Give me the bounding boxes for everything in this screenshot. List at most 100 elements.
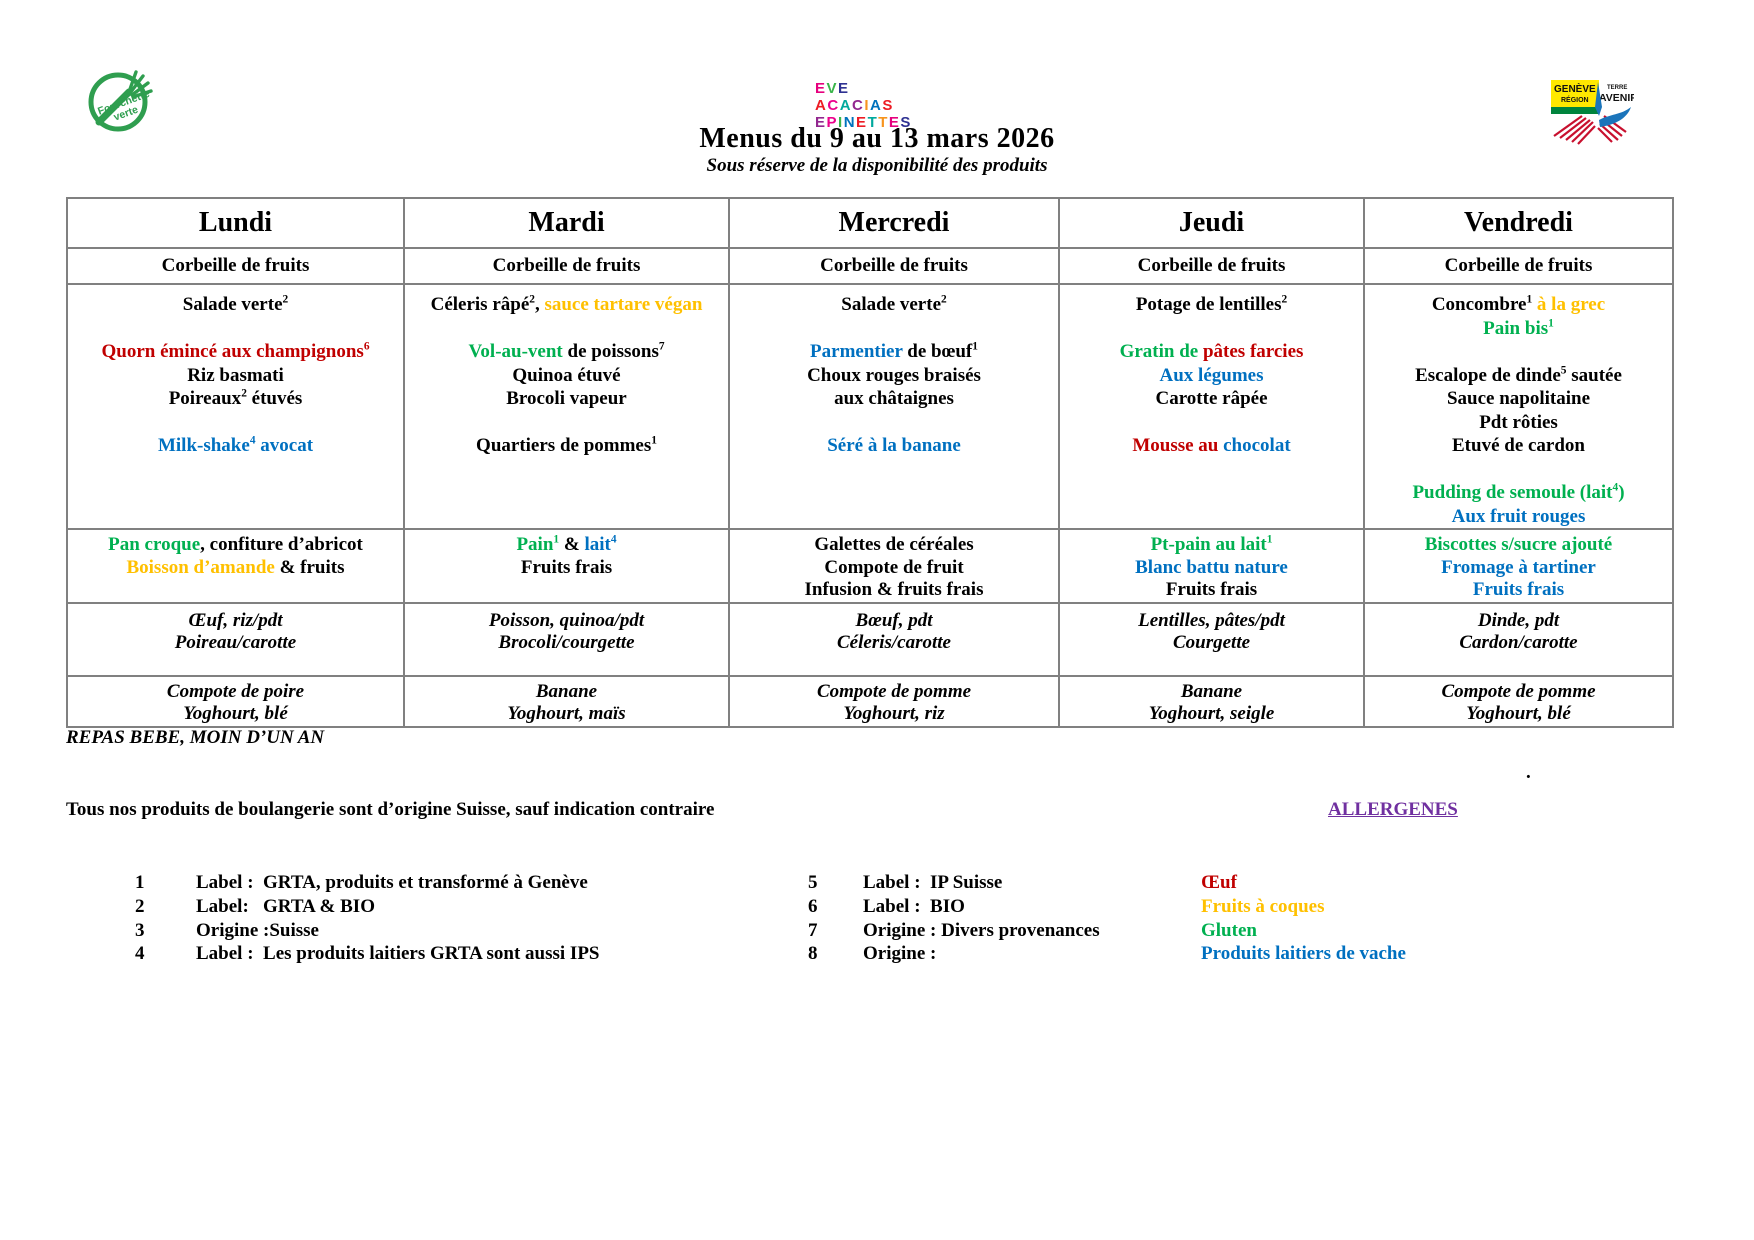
menu-text-segment: Séré à la banane <box>827 435 961 456</box>
menu-text-segment: pâtes farcies <box>1202 341 1304 362</box>
menu-text-segment: Fruits frais <box>1472 579 1565 600</box>
menu-text-segment: Compote de pomme <box>1441 680 1596 702</box>
menu-line: Yoghourt, blé <box>1366 703 1671 725</box>
menu-text-segment: Yoghourt, blé <box>1466 703 1571 724</box>
menu-text-segment: 6 <box>363 340 370 353</box>
menu-line: Fruits frais <box>406 556 727 580</box>
legend-number: 8 <box>808 943 818 965</box>
eve-logo-letter: E <box>815 80 827 97</box>
menu-text-segment: Pt-pain au lait <box>1150 534 1267 555</box>
fourchette-verte-logo: Fourchette verte <box>84 64 154 141</box>
menu-line: Séré à la banane <box>731 434 1057 458</box>
menu-line: Pain1 & lait4 <box>406 533 727 557</box>
baby-meal-cell-lundi: Œuf, riz/pdt Poireau/carotte <box>66 601 405 677</box>
eve-logo-letter: N <box>843 114 857 131</box>
menu-line: Quinoa étuvé <box>406 364 727 388</box>
menu-text-segment: Choux rouges braisés <box>807 364 981 386</box>
menu-text-segment: 1 <box>651 434 657 447</box>
menu-line: Mousse au chocolat <box>1061 434 1362 458</box>
menu-line: Blanc battu nature <box>1061 557 1362 580</box>
menu-line: Courgette <box>1061 632 1362 655</box>
menu-text-segment: Œuf, riz/pdt <box>188 609 283 631</box>
menu-line: Pt-pain au lait1 <box>1061 533 1362 557</box>
menu-text-segment: Fruits frais <box>520 556 613 578</box>
menu-text-segment: sauce tartare végan <box>544 294 703 315</box>
legend-label: Origine : <box>863 943 937 965</box>
menu-text-segment: à la grec <box>1532 294 1606 315</box>
legend-row: 7 Origine : Divers provenances <box>808 920 1100 944</box>
eve-logo-letter: V <box>826 80 839 97</box>
menu-line <box>406 317 727 341</box>
menu-text-segment: Quorn émincé aux champignons <box>101 341 364 362</box>
menu-text-segment: Compote de pomme <box>816 680 972 702</box>
menu-line: Boisson d’amande & fruits <box>69 556 402 580</box>
menu-text-segment: Pain bis <box>1483 317 1549 339</box>
menu-line: Choux rouges braisés <box>731 364 1057 388</box>
menu-line: Fruits frais <box>1366 579 1671 601</box>
menu-line <box>1366 458 1671 482</box>
gouter-cell-jeudi: Pt-pain au lait1 Blanc battu nature Fruits… <box>1058 528 1365 604</box>
menu-text-segment: Brocoli/courgette <box>498 632 635 653</box>
menu-text-segment: avocat <box>255 435 314 456</box>
baby-dessert-cell-mardi: Banane Yoghourt, maïs <box>403 674 730 728</box>
eve-logo-row: EVE <box>815 80 912 97</box>
legend-row: 6 Label : BIO <box>808 896 1100 920</box>
eve-logo-letter: S <box>882 97 894 114</box>
menu-line: Vol-au-vent de poissons7 <box>406 340 727 364</box>
day-header-row: Lundi Mardi Mercredi Jeudi Vendredi <box>66 197 1674 249</box>
label-legend-left: 1 Label : GRTA, produits et transformé à … <box>135 872 600 967</box>
menu-text-segment: de bœuf <box>902 341 973 362</box>
menu-text-segment: Compote de fruit <box>824 556 964 578</box>
menu-text-segment: 1 <box>1266 533 1273 546</box>
baby-dessert-row: Compote de poire Yoghourt, blé Banane Yogh… <box>66 674 1674 728</box>
menu-line: Quartiers de pommes1 <box>406 434 727 458</box>
menu-text-segment: Escalope de dinde <box>1415 364 1561 386</box>
menu-text-segment: Galettes de céréales <box>814 534 974 555</box>
page-subtitle: Sous réserve de la disponibilité des pro… <box>706 155 1048 176</box>
menu-text-segment: Compote de poire <box>166 680 305 702</box>
main-course-row: Salade verte2 Quorn émincé aux champigno… <box>66 283 1674 530</box>
menu-text-segment: sautée <box>1566 364 1622 386</box>
menu-text-segment: Yoghourt, blé <box>183 703 288 724</box>
menu-line: Brocoli/courgette <box>406 632 727 655</box>
menu-line: Poireau/carotte <box>69 632 402 655</box>
menu-line: Compote de fruit <box>731 556 1057 580</box>
legend-label: Label : Les produits laitiers GRTA sont … <box>196 943 600 965</box>
eve-logo-letter: C <box>827 97 840 114</box>
menu-line <box>69 317 402 341</box>
menu-line <box>1061 411 1362 435</box>
menu-line: Dinde, pdt <box>1366 610 1671 633</box>
menu-text-segment: Aux légumes <box>1159 364 1264 386</box>
menu-text-segment: Brocoli vapeur <box>506 388 627 409</box>
eve-logo-letter: I <box>838 114 844 131</box>
menu-text-segment: 4 <box>610 533 617 546</box>
day-header-mercredi: Mercredi <box>728 197 1060 249</box>
menu-line: Poireaux2 étuvés <box>69 387 402 411</box>
menu-text-segment: 2 <box>1281 293 1288 306</box>
menu-text-segment: 1 <box>1526 293 1533 306</box>
legend-row: 1 Label : GRTA, produits et transformé à … <box>135 872 600 896</box>
legend-number: 2 <box>135 895 145 917</box>
baby-meal-cell-mardi: Poisson, quinoa/pdt Brocoli/courgette <box>403 601 730 677</box>
menu-line: Bœuf, pdt <box>731 610 1057 633</box>
menu-line: Aux légumes <box>1061 364 1362 388</box>
eve-logo-letter: A <box>815 97 828 114</box>
menu-line: Carotte râpée <box>1061 387 1362 411</box>
menu-text-segment: Poireau/carotte <box>174 632 297 653</box>
menu-line: Aux fruit rouges <box>1366 505 1671 528</box>
page-title: Menus du 9 au 13 mars 2026 <box>699 123 1055 154</box>
allergen-item: Fruits à coques <box>1201 895 1325 917</box>
menu-text-segment: Potage de lentilles <box>1135 294 1282 315</box>
allergen-item: Gluten <box>1201 919 1257 941</box>
legend-label: Label : GRTA, produits et transformé à G… <box>196 872 588 893</box>
eve-logo-letter: I <box>864 97 871 114</box>
legend-row: 3 Origine :Suisse <box>135 920 600 944</box>
menu-text-segment: Riz basmati <box>187 364 284 386</box>
menu-text-segment: Boisson d’amande <box>126 556 275 578</box>
menu-line: Riz basmati <box>69 364 402 388</box>
menu-line: aux châtaignes <box>731 387 1057 411</box>
grta-icon: GENÈVE RÉGION TERRE AVENIR <box>1551 80 1638 145</box>
weekly-menu-table: Lundi Mardi Mercredi Jeudi Vendredi Corb… <box>66 197 1674 728</box>
fruits-cell-vendredi: Corbeille de fruits <box>1363 247 1674 285</box>
menu-text-segment: & fruits <box>274 556 345 578</box>
